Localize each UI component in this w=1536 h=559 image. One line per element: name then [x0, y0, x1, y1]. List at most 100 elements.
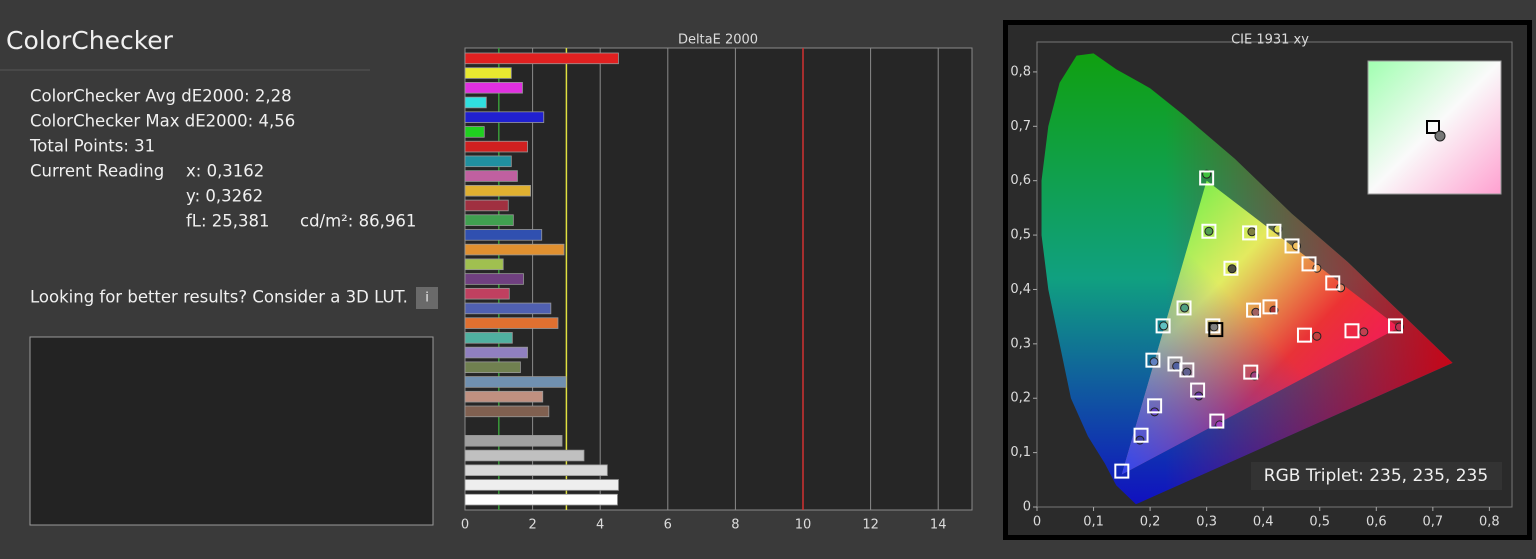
x-tick-label: 12: [862, 518, 879, 533]
target-point: [1155, 318, 1171, 334]
y-tick-label: 0: [1023, 500, 1031, 515]
x-tick-label: 8: [731, 518, 739, 533]
bar: [464, 479, 619, 491]
x-tick-label: 6: [664, 518, 672, 533]
target-point: [1147, 398, 1163, 414]
x-tick-label: 0,2: [1140, 515, 1161, 530]
measured-point: [1149, 357, 1159, 367]
target-point: [1388, 318, 1404, 334]
x-tick-label: 0: [461, 518, 469, 533]
bar: [464, 155, 512, 168]
stat: y: 0,3262: [186, 187, 263, 206]
chart-title: DeltaE 2000: [678, 33, 758, 48]
measured-point: [1135, 435, 1145, 445]
x-tick-label: 2: [528, 518, 536, 533]
target-point: [1176, 300, 1192, 316]
bar: [464, 287, 510, 300]
target-point: [1223, 260, 1239, 276]
zoom-inset: [1367, 60, 1502, 195]
measured-point: [1359, 327, 1369, 337]
bar: [464, 199, 509, 212]
bar: [464, 52, 619, 65]
target-point: [1301, 256, 1317, 272]
bar: [464, 302, 552, 315]
measured-point: [1180, 303, 1190, 313]
x-tick-label: 4: [596, 518, 604, 533]
y-tick-label: 0,2: [1010, 391, 1031, 406]
rgb-box: [1251, 462, 1502, 490]
bar: [464, 214, 514, 226]
x-tick-label: 0,1: [1083, 515, 1104, 530]
info-button-label[interactable]: i: [425, 291, 429, 306]
bar: [464, 126, 485, 138]
bar: [464, 317, 559, 329]
y-tick-label: 0,3: [1010, 336, 1031, 351]
bar: [464, 361, 521, 374]
target-point: [1296, 327, 1312, 343]
gamut-triangle-blue: [1121, 180, 1399, 475]
bar: [464, 243, 565, 256]
stat: ColorChecker Max dE2000: 4,56: [30, 112, 295, 131]
x-tick-label: 10: [795, 518, 812, 533]
cie-chart: 0 0,1 0,2 0,3 0,4 0,5 0,6 0,7 0,8 0 0,1 0,2 0,3 0,4 0,…: [1010, 53, 1500, 530]
measured-point: [1204, 226, 1214, 236]
stat: x: 0,3162: [186, 162, 264, 181]
hint: Looking for better results? Consider a 3…: [30, 288, 408, 307]
stat: cd/m²: 86,961: [300, 212, 416, 231]
bar: [464, 449, 585, 462]
target-point: [1266, 223, 1282, 239]
target-point: [1243, 364, 1259, 380]
bar: [464, 405, 550, 418]
bar: [464, 493, 618, 506]
x-tick-label: 0,5: [1309, 515, 1330, 530]
x-tick-label: 0: [1033, 515, 1041, 530]
bar: [464, 273, 524, 285]
y-tick-label: 0,1: [1010, 445, 1031, 460]
rgb-triplet: RGB Triplet: 235, 235, 235: [1264, 466, 1488, 486]
bar: [464, 229, 543, 241]
chart-title: CIE 1931 xy: [1231, 33, 1309, 48]
bar: [464, 82, 523, 94]
y-tick-label: 0,5: [1010, 228, 1031, 243]
y-tick-label: 0,6: [1010, 173, 1031, 188]
stat-label: Current Reading: [30, 162, 164, 181]
bar: [464, 170, 518, 182]
stat: fL: 25,381: [186, 212, 270, 231]
target-point: [1344, 323, 1360, 339]
target-point: [1133, 427, 1149, 443]
bar: [464, 332, 513, 344]
target-point: [1114, 463, 1130, 479]
x-tick-label: 0,8: [1479, 515, 1500, 530]
target-point: [1242, 225, 1258, 241]
bar: [464, 140, 528, 153]
bar: [464, 96, 487, 109]
bar: [464, 464, 608, 476]
bar: [464, 184, 531, 197]
target-point: [1246, 302, 1262, 318]
x-tick-label: 0,3: [1196, 515, 1217, 530]
measured-point: [1227, 264, 1237, 274]
bar: [464, 346, 528, 359]
y-tick-label: 0,4: [1010, 282, 1031, 297]
x-tick-label: 0,7: [1422, 515, 1443, 530]
measured-point: [1251, 307, 1261, 317]
target-point: [1284, 238, 1300, 254]
target-point: [1199, 170, 1215, 186]
measured-point: [1336, 283, 1346, 293]
target-point: [1209, 413, 1225, 429]
measured-point: [1312, 331, 1322, 341]
bar: [464, 435, 563, 447]
bar: [464, 111, 545, 123]
measured-point: [1159, 321, 1169, 331]
measured-point: [1209, 322, 1219, 332]
info-button[interactable]: [416, 287, 438, 309]
target-point: [1201, 223, 1217, 239]
bar-chart: 0 2 4 6 8 10 12 14: [461, 48, 946, 533]
measured-point: [1182, 367, 1192, 377]
target-point: [1205, 318, 1221, 334]
target-point: [1208, 322, 1224, 338]
target-point: [1179, 362, 1195, 378]
measured-point: [1247, 227, 1257, 237]
